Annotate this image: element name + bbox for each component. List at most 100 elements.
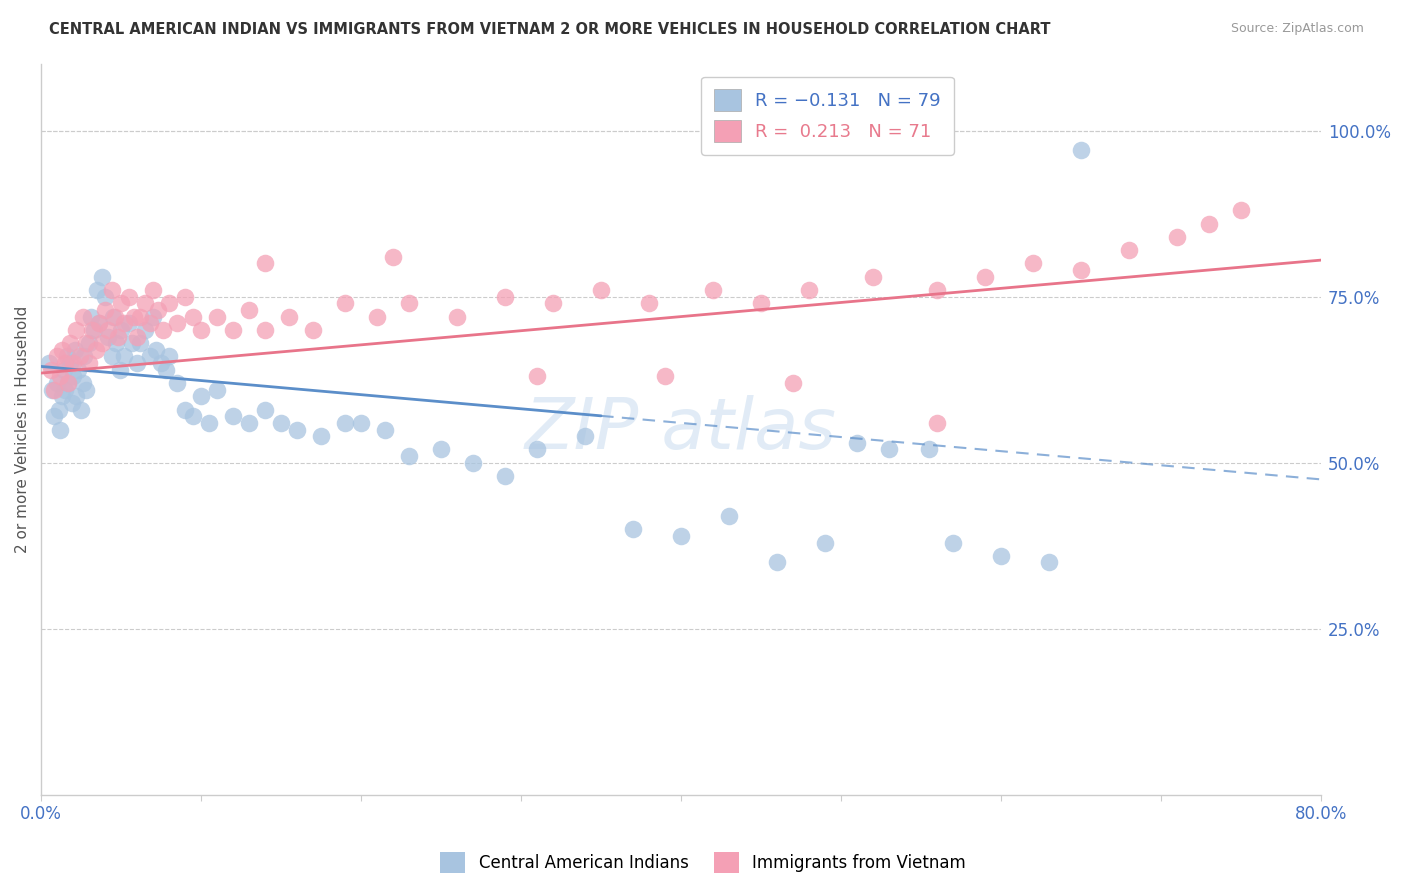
Point: [66, 363, 89, 377]
Point: [41, 383, 63, 397]
Point: [350, 416, 373, 430]
Point: [75, 383, 97, 397]
Point: [104, 310, 127, 324]
Point: [190, 323, 212, 337]
Point: [110, 296, 132, 310]
Point: [75, 336, 97, 351]
Point: [150, 356, 173, 370]
Point: [142, 283, 165, 297]
Point: [145, 343, 167, 357]
Point: [59, 356, 82, 370]
Point: [84, 343, 107, 357]
Point: [333, 416, 356, 430]
Point: [877, 442, 900, 457]
Point: [181, 409, 204, 424]
Point: [846, 435, 869, 450]
Point: [925, 283, 948, 297]
Point: [766, 556, 789, 570]
Point: [62, 356, 84, 370]
Text: CENTRAL AMERICAN INDIAN VS IMMIGRANTS FROM VIETNAM 2 OR MORE VEHICLES IN HOUSEHO: CENTRAL AMERICAN INDIAN VS IMMIGRANTS FR…: [49, 22, 1050, 37]
Point: [430, 442, 453, 457]
Point: [42, 383, 65, 397]
Point: [374, 423, 396, 437]
Point: [121, 336, 143, 351]
Point: [72, 310, 94, 324]
Point: [39, 363, 62, 377]
Point: [139, 316, 162, 330]
Legend: R = −0.131   N = 79, R =  0.213   N = 71: R = −0.131 N = 79, R = 0.213 N = 71: [702, 77, 953, 155]
Point: [48, 402, 70, 417]
Point: [782, 376, 804, 390]
Point: [366, 310, 388, 324]
Point: [918, 442, 941, 457]
Point: [62, 369, 84, 384]
Point: [702, 283, 724, 297]
Point: [181, 310, 204, 324]
Point: [1022, 256, 1045, 270]
Point: [526, 369, 548, 384]
Point: [46, 376, 69, 390]
Point: [174, 290, 197, 304]
Point: [494, 290, 516, 304]
Point: [222, 409, 245, 424]
Point: [51, 343, 73, 357]
Point: [94, 290, 117, 304]
Point: [990, 549, 1012, 563]
Point: [134, 296, 156, 310]
Point: [90, 336, 112, 351]
Point: [112, 350, 135, 364]
Point: [82, 323, 104, 337]
Point: [205, 383, 228, 397]
Point: [118, 316, 141, 330]
Point: [53, 383, 76, 397]
Point: [1230, 203, 1253, 218]
Point: [97, 329, 120, 343]
Point: [53, 356, 76, 370]
Point: [100, 283, 122, 297]
Point: [108, 363, 131, 377]
Point: [591, 283, 613, 297]
Text: ZIP atlas: ZIP atlas: [524, 395, 837, 464]
Point: [73, 350, 96, 364]
Point: [461, 456, 484, 470]
Point: [398, 449, 420, 463]
Point: [86, 283, 108, 297]
Point: [494, 469, 516, 483]
Point: [63, 343, 86, 357]
Point: [77, 336, 100, 351]
Point: [139, 350, 162, 364]
Point: [65, 389, 87, 403]
Point: [254, 323, 277, 337]
Point: [155, 363, 177, 377]
Point: [146, 302, 169, 317]
Point: [574, 429, 596, 443]
Point: [49, 423, 72, 437]
Point: [974, 269, 997, 284]
Point: [669, 529, 692, 543]
Point: [94, 302, 117, 317]
Point: [77, 356, 100, 370]
Point: [190, 389, 212, 403]
Y-axis label: 2 or more Vehicles in Household: 2 or more Vehicles in Household: [15, 306, 30, 553]
Point: [797, 283, 820, 297]
Point: [814, 535, 837, 549]
Point: [222, 323, 245, 337]
Point: [110, 323, 132, 337]
Point: [1166, 230, 1188, 244]
Point: [69, 350, 91, 364]
Point: [52, 363, 75, 377]
Point: [526, 442, 548, 457]
Point: [152, 323, 174, 337]
Point: [70, 402, 93, 417]
Point: [1118, 243, 1140, 257]
Point: [142, 310, 165, 324]
Point: [157, 350, 180, 364]
Point: [122, 310, 145, 324]
Point: [129, 310, 152, 324]
Point: [87, 316, 110, 330]
Point: [134, 323, 156, 337]
Point: [105, 336, 128, 351]
Point: [925, 416, 948, 430]
Point: [80, 310, 103, 324]
Point: [38, 356, 60, 370]
